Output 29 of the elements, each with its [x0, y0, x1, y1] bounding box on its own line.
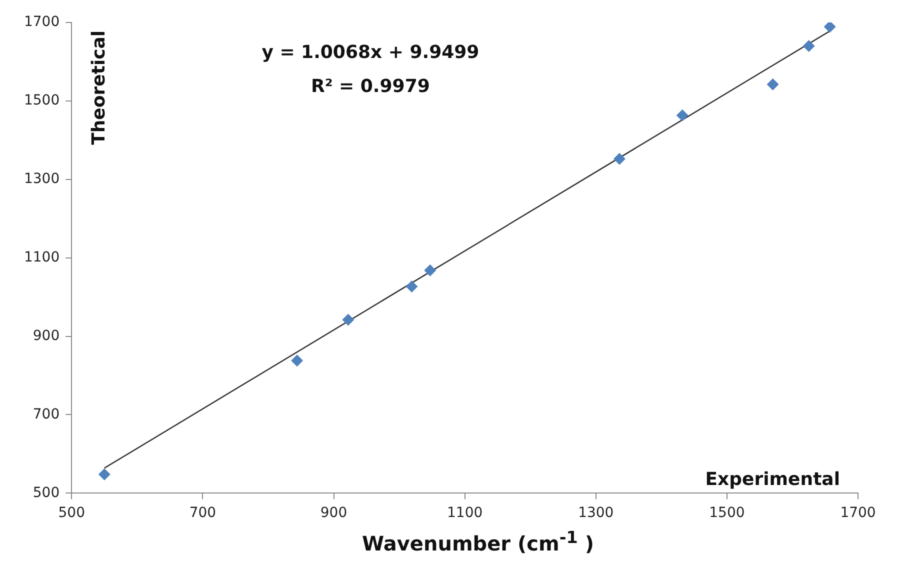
- y-tick-label: 900: [32, 328, 60, 344]
- y-tick-label: 1300: [24, 170, 60, 187]
- x-tick-label: 700: [189, 505, 216, 522]
- y-tick-label: 700: [32, 406, 60, 422]
- point: [291, 354, 304, 367]
- point: [98, 468, 110, 480]
- y-tick-label: 500: [32, 484, 60, 501]
- x-tick-label: 1100: [446, 505, 483, 522]
- x-tick-label: 1500: [709, 505, 745, 522]
- x-tick-label: 1300: [578, 505, 614, 522]
- point: [424, 264, 436, 276]
- point: [766, 78, 779, 90]
- point: [342, 314, 354, 326]
- point: [824, 22, 836, 33]
- y-tick-label: 1700: [24, 14, 60, 30]
- y-axis-title: Theoretical: [88, 30, 110, 145]
- x-tick-label: 1700: [840, 505, 876, 522]
- y-tick-label: 1100: [24, 249, 60, 266]
- y-tick-label: 1500: [24, 92, 60, 109]
- annotation: R² = 0.9979: [311, 76, 430, 98]
- annotation: Experimental: [705, 468, 840, 490]
- annotation: y = 1.0068x + 9.9499: [262, 42, 480, 64]
- x-tick-label: 500: [58, 505, 85, 522]
- point: [613, 152, 626, 165]
- x-tick-label: 900: [320, 505, 348, 522]
- point: [406, 280, 418, 292]
- point: [802, 40, 815, 52]
- point: [676, 109, 688, 122]
- x-axis-title: Wavenumber (cm$^{-1}$ ): [361, 528, 595, 556]
